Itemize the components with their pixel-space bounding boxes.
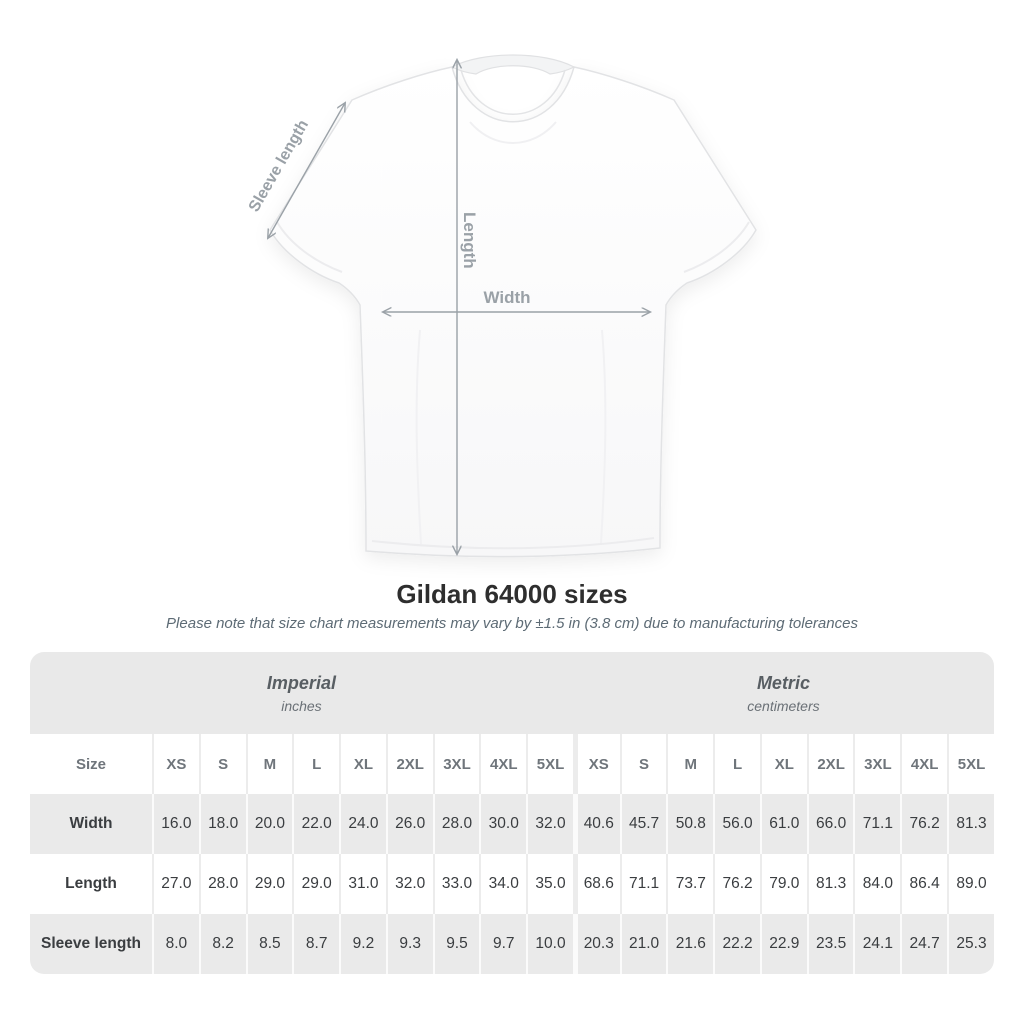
title-block: Gildan 64000 sizes Please note that size… (0, 578, 1024, 636)
size-cell: L (292, 734, 340, 794)
value-cell: 9.2 (339, 914, 386, 974)
size-cell: 4XL (479, 734, 527, 794)
value-cell: 22.9 (759, 914, 807, 974)
value-cell: 56.0 (713, 794, 760, 854)
size-header-row: Size XS S M L XL 2XL 3XL 4XL 5XL XS S M … (30, 734, 994, 794)
size-cell: 2XL (385, 734, 433, 794)
value-cell: 20.3 (572, 914, 620, 974)
value-cell: 71.1 (619, 854, 667, 914)
value-cell: 84.0 (853, 854, 901, 914)
size-cell: M (666, 734, 714, 794)
metric-label: Metric (756, 672, 810, 693)
value-cell: 28.0 (432, 794, 480, 854)
row-label: Sleeve length (30, 914, 152, 974)
value-cell: 28.0 (198, 854, 246, 914)
page-subtitle: Please note that size chart measurements… (166, 615, 858, 632)
value-cell: 8.7 (292, 914, 340, 974)
value-cell: 26.0 (385, 794, 433, 854)
collar-band (460, 69, 566, 115)
value-cell: 24.0 (339, 794, 386, 854)
sleeve-length-row: Sleeve length 8.0 8.2 8.5 8.7 9.2 9.3 9.… (30, 914, 994, 974)
metric-group-header: Metric centimeters (572, 652, 994, 734)
value-cell: 31.0 (339, 854, 386, 914)
value-cell: 8.5 (245, 914, 293, 974)
value-cell: 29.0 (292, 854, 340, 914)
value-cell: 32.0 (526, 794, 573, 854)
value-cell: 45.7 (619, 794, 667, 854)
value-cell: 79.0 (759, 854, 807, 914)
value-cell: 22.2 (713, 914, 760, 974)
tshirt-illustration: Length Width Sleeve length (246, 54, 757, 558)
value-cell: 10.0 (526, 914, 573, 974)
value-cell: 8.0 (152, 914, 199, 974)
value-cell: 18.0 (198, 794, 246, 854)
value-cell: 50.8 (666, 794, 714, 854)
size-cell: L (713, 734, 760, 794)
imperial-sublabel: inches (281, 697, 322, 714)
value-cell: 81.3 (947, 794, 994, 854)
unit-group-row: Imperial inches Metric centimeters (30, 652, 994, 734)
value-cell: 73.7 (666, 854, 714, 914)
size-cell: XS (572, 734, 620, 794)
size-cell: XS (152, 734, 199, 794)
size-cell: 3XL (432, 734, 480, 794)
size-chart-table: Imperial inches Metric centimeters Size … (30, 652, 994, 974)
width-arrow: Width (383, 288, 650, 312)
value-cell: 76.2 (713, 854, 760, 914)
length-label: Length (460, 212, 479, 269)
value-cell: 66.0 (806, 794, 854, 854)
value-cell: 24.7 (900, 914, 948, 974)
value-cell: 35.0 (526, 854, 573, 914)
value-cell: 22.0 (292, 794, 340, 854)
value-cell: 20.0 (245, 794, 293, 854)
value-cell: 81.3 (806, 854, 854, 914)
value-cell: 33.0 (432, 854, 480, 914)
value-cell: 40.6 (572, 794, 620, 854)
value-cell: 9.3 (385, 914, 433, 974)
size-cell: XL (759, 734, 807, 794)
value-cell: 23.5 (806, 914, 854, 974)
size-cell: S (619, 734, 667, 794)
size-cell: 5XL (526, 734, 573, 794)
row-label: Length (30, 854, 152, 914)
size-header: Size (30, 734, 152, 794)
value-cell: 8.2 (198, 914, 246, 974)
width-row: Width 16.0 18.0 20.0 22.0 24.0 26.0 28.0… (30, 794, 994, 854)
imperial-label: Imperial (266, 672, 336, 693)
value-cell: 25.3 (947, 914, 994, 974)
value-cell: 21.6 (666, 914, 714, 974)
width-label: Width (483, 288, 530, 307)
value-cell: 61.0 (759, 794, 807, 854)
value-cell: 89.0 (947, 854, 994, 914)
value-cell: 30.0 (479, 794, 527, 854)
value-cell: 24.1 (853, 914, 901, 974)
value-cell: 9.5 (432, 914, 480, 974)
imperial-group-header: Imperial inches (30, 652, 573, 734)
size-cell: S (198, 734, 246, 794)
row-label: Width (30, 794, 152, 854)
tshirt-measurement-diagram: Length Width Sleeve length (246, 54, 757, 558)
value-cell: 21.0 (619, 914, 667, 974)
value-cell: 71.1 (853, 794, 901, 854)
page-title: Gildan 64000 sizes (396, 579, 628, 609)
size-cell: 4XL (900, 734, 948, 794)
value-cell: 16.0 (152, 794, 199, 854)
size-cell: 5XL (947, 734, 994, 794)
value-cell: 76.2 (900, 794, 948, 854)
size-cell: XL (339, 734, 386, 794)
size-cell: 3XL (853, 734, 901, 794)
value-cell: 34.0 (479, 854, 527, 914)
value-cell: 32.0 (385, 854, 433, 914)
value-cell: 27.0 (152, 854, 199, 914)
value-cell: 86.4 (900, 854, 948, 914)
collar-back (450, 54, 576, 75)
metric-sublabel: centimeters (747, 697, 820, 714)
value-cell: 9.7 (479, 914, 527, 974)
size-cell: M (245, 734, 293, 794)
value-cell: 68.6 (572, 854, 620, 914)
size-cell: 2XL (806, 734, 854, 794)
length-row: Length 27.0 28.0 29.0 29.0 31.0 32.0 33.… (30, 854, 994, 914)
value-cell: 29.0 (245, 854, 293, 914)
